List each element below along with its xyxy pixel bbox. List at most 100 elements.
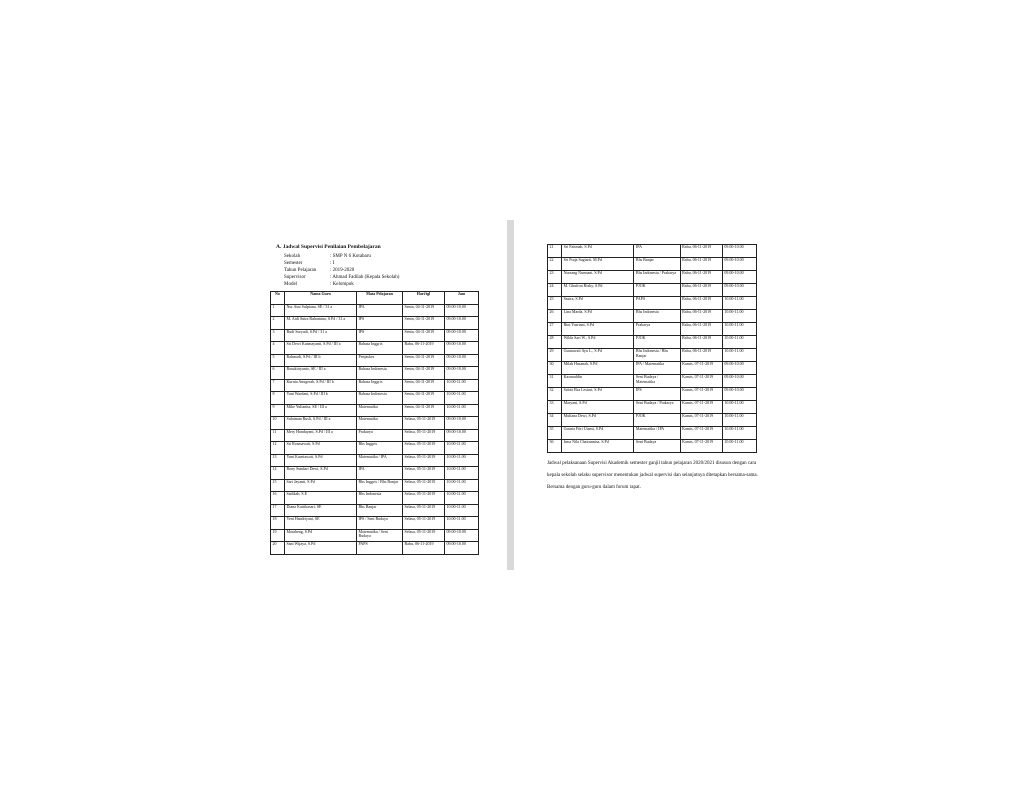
info-value: : 2019-2020 bbox=[330, 268, 355, 273]
table-cell: M. Aidi Sutra Ruhamina, S.Pd / 31 a bbox=[284, 316, 357, 330]
table-cell: Senin, 04-11-2019 bbox=[402, 328, 445, 342]
table-cell: 10.00-11.00 bbox=[444, 478, 479, 492]
table-cell: 10.00-11.00 bbox=[444, 378, 479, 392]
table-cell: 09.00-10.00 bbox=[721, 374, 758, 388]
table-row: 33 Maryani, S.Pd Seni Budaya / Prakarya Kam… bbox=[546, 400, 758, 414]
info-value: : Kelompok bbox=[330, 282, 354, 287]
table-cell: IPA / Matematika bbox=[633, 361, 681, 375]
table-cell: Penjaskes bbox=[356, 353, 403, 367]
table-cell: 2 bbox=[270, 316, 285, 330]
table-cell: Lina Marda, S.Pd bbox=[561, 309, 635, 323]
table-cell: Selasa, 05-11-2019 bbox=[402, 466, 445, 480]
table-cell: Sani Wijaya, S.Pd bbox=[284, 541, 357, 555]
table-cell: 09.00-10.00 bbox=[444, 428, 479, 442]
table-cell: 32 bbox=[546, 387, 563, 401]
table-row: 5 Rahmadi, S.Pd / III b Penjaskes Senin, 04… bbox=[270, 353, 479, 367]
table-cell: 10.00-11.00 bbox=[721, 296, 758, 310]
table-cell: Bahasa Indonesia bbox=[356, 366, 403, 380]
table-cell: 10 bbox=[270, 416, 285, 430]
table-row: 4 Sri Dewi Kusmayanti, S.Pd / III a Bahasa… bbox=[270, 341, 479, 355]
info-row: Tahun Pelajaran: 2019-2020 bbox=[284, 267, 401, 274]
table-cell: 11 bbox=[270, 428, 285, 442]
table-cell: Senin, 04-11-2019 bbox=[402, 391, 445, 405]
table-cell: 12 bbox=[270, 441, 285, 455]
column-header: No bbox=[270, 291, 285, 305]
table-cell: Rabu, 06-11-2019 bbox=[402, 341, 445, 355]
table-cell: 31 bbox=[546, 374, 563, 388]
table-cell: IPS bbox=[633, 387, 681, 401]
table-cell: Kamis, 07-11-2019 bbox=[679, 374, 723, 388]
column-header: Mata Pelajaran bbox=[356, 291, 403, 305]
table-cell: 10.00-11.00 bbox=[444, 503, 479, 517]
table-cell: Mike Yulianita, SE / III a bbox=[284, 403, 357, 417]
table-cell: Rabu, 06-11-2019 bbox=[679, 296, 723, 310]
header-row: No Nama Guru Mata Pelajaran Hari/tgl Jam bbox=[270, 291, 479, 305]
table-cell: Rabu, 06-11-2019 bbox=[402, 541, 445, 555]
table-cell: 13 bbox=[270, 453, 285, 467]
table-row: 32 Sabiti Eka Lestari, S.Pd IPS Kamis, 07-1… bbox=[546, 387, 758, 401]
table-cell: 09.00-10.00 bbox=[444, 303, 479, 317]
column-header: Hari/tgl bbox=[402, 291, 445, 305]
table-cell: Bhs Indonesia / Prakarya bbox=[633, 270, 681, 284]
table-row: 13 Yuni Kurniawati, S.Pd Matematika / IPA S… bbox=[270, 453, 479, 467]
table-cell: 09.00-10.00 bbox=[721, 270, 758, 284]
table-cell: Sri Fatimah, S.Pd bbox=[561, 244, 635, 258]
table-cell: 09.00-10.00 bbox=[444, 316, 479, 330]
table-cell: 10.00-11.00 bbox=[444, 453, 479, 467]
table-cell: 09.00-10.00 bbox=[444, 353, 479, 367]
table-row: 24 M. Ghufron Rizky, S.Pd PJOK Rabu, 06-11-… bbox=[546, 283, 758, 297]
table-cell: Sri Rosmawati, S.Pd bbox=[284, 441, 357, 455]
table-row: 26 Lina Marda, S.Pd Bhs Indonesia Rabu, 06-… bbox=[546, 309, 758, 323]
table-cell: 23 bbox=[546, 270, 563, 284]
table-cell: Sari Jayanti, S.Pd bbox=[284, 478, 357, 492]
table-row: 10 Sulaiman Rusli, S.Pd / III a Matematika… bbox=[270, 416, 479, 430]
table-cell: Maryani, S.Pd bbox=[561, 400, 635, 414]
table-cell: 28 bbox=[546, 335, 563, 349]
info-block: Sekolah: SMP N 6 Kotabaru Semester: I Tahu… bbox=[284, 253, 401, 288]
info-label: Sekolah bbox=[284, 254, 301, 259]
table-cell: Bahasa Inggris bbox=[356, 341, 403, 355]
table-cell: Kasmuddin bbox=[561, 374, 635, 388]
table-cell: Milah Hasanah, S.Pd bbox=[561, 361, 635, 375]
table-cell: 10.00-11.00 bbox=[721, 400, 758, 414]
table-cell: Kamis, 07-11-2019 bbox=[679, 361, 723, 375]
table-cell: Nur Aini Sulpiana, SE / 31 a bbox=[284, 303, 357, 317]
table-cell: 15 bbox=[270, 478, 285, 492]
table-cell: 09.00-10.00 bbox=[444, 328, 479, 342]
table-cell: Rabu, 06-11-2019 bbox=[679, 309, 723, 323]
table-row: 14 Rony Sundari Dewi, S.Pd IPA Selasa, 05-1… bbox=[270, 466, 479, 480]
table-cell: Selasa, 05-11-2019 bbox=[402, 428, 445, 442]
table-cell: Kurnia Anugerah, S.Pd / III b bbox=[284, 378, 357, 392]
table-row: 8 Yani Wardani, S.Pd / III b Bahasa Indone… bbox=[270, 391, 479, 405]
table-cell: Bahasa Inggris bbox=[356, 378, 403, 392]
table-cell: 3 bbox=[270, 328, 285, 342]
table-row: 7 Kurnia Anugerah, S.Pd / III b Bahasa Ing… bbox=[270, 378, 479, 392]
table-cell: Selasa, 05-11-2019 bbox=[402, 416, 445, 430]
table-cell: 10.00-11.00 bbox=[721, 413, 758, 427]
table-cell: 1 bbox=[270, 303, 285, 317]
table-row: 6 Basukiriyanto, SE / III a Bahasa Indones… bbox=[270, 366, 479, 380]
table-cell: 29 bbox=[546, 348, 563, 362]
table-row: 25 Sastra, S.Pd PAPS Rabu, 06-11-2019 10.00-… bbox=[546, 296, 758, 310]
table-cell: PAPS bbox=[633, 296, 681, 310]
table-cell: Selasa, 05-11-2019 bbox=[402, 478, 445, 492]
table-cell: PJOK bbox=[633, 335, 681, 349]
schedule-table-continued: 21 Sri Fatimah, S.Pd IPA Rabu, 06-11-2019 09… bbox=[546, 244, 758, 453]
table-cell: Sulaiman Rusli, S.Pd / III a bbox=[284, 416, 357, 430]
table-cell: 10.00-11.00 bbox=[444, 403, 479, 417]
table-cell: Senin, 04-11-2019 bbox=[402, 378, 445, 392]
table-row: 1 Nur Aini Sulpiana, SE / 31 a IPA Senin, 0… bbox=[270, 303, 479, 317]
table-cell: Irma Nila Chairunnisa, S.Pd bbox=[561, 439, 635, 453]
table-cell: Senin, 04-11-2019 bbox=[402, 353, 445, 367]
table-cell: 6 bbox=[270, 366, 285, 380]
table-row: 15 Sari Jayanti, S.Pd Bhs Inggris / Bhs Ba… bbox=[270, 478, 479, 492]
table-cell: 35 bbox=[546, 426, 563, 440]
table-cell: 10.00-11.00 bbox=[721, 322, 758, 336]
table-row: 17 Diana Kartikasari, SE Bhs Banjar Selasa,… bbox=[270, 503, 479, 517]
table-cell: Sadikah, S.E bbox=[284, 491, 357, 505]
info-label: Model bbox=[284, 282, 298, 287]
table-cell: Bhs Indonesia bbox=[356, 491, 403, 505]
table-cell: Selasa, 05-11-2019 bbox=[402, 441, 445, 455]
table-cell: 4 bbox=[270, 341, 285, 355]
table-row: 30 Milah Hasanah, S.Pd IPA / Matematika Kam… bbox=[546, 361, 758, 375]
